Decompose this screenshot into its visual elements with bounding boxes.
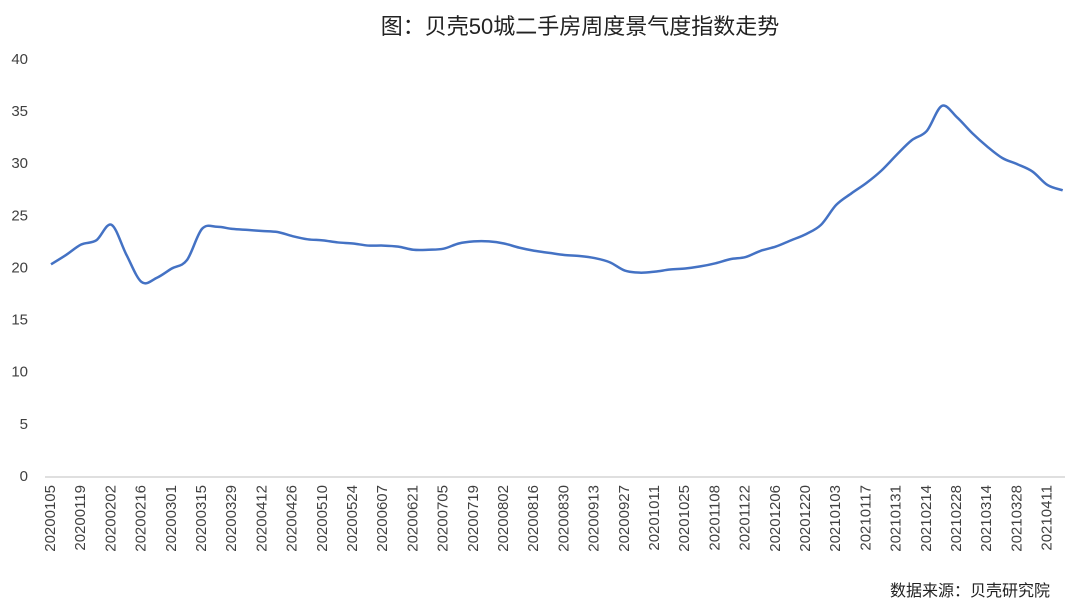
x-tick-label: 20200927	[616, 485, 633, 552]
x-tick-label: 20201220	[797, 485, 814, 552]
x-tick-label: 20210117	[857, 485, 874, 551]
x-tick-label: 20200315	[193, 485, 210, 552]
x-tick-label: 20200202	[102, 485, 119, 552]
x-tick-label: 20200426	[284, 485, 301, 552]
x-tick-label: 20201025	[676, 485, 693, 552]
x-tick-label: 20200524	[344, 485, 361, 552]
y-tick-label: 20	[11, 259, 28, 276]
x-tick-label: 20210214	[918, 485, 935, 552]
x-tick-label: 20210411	[1039, 485, 1056, 551]
x-tick-label: 20201011	[646, 485, 663, 551]
chart-title: 图：贝壳50城二手房周度景气度指数走势	[381, 14, 779, 39]
x-tick-label: 20201122	[737, 485, 754, 551]
y-tick-label: 15	[11, 312, 28, 329]
x-tick-label: 20201206	[767, 485, 784, 552]
data-line	[50, 104, 1064, 285]
x-tick-label: 20200816	[525, 485, 542, 552]
x-tick-label: 20200510	[314, 485, 331, 552]
x-tick-label: 20200216	[133, 485, 150, 552]
source-note: 数据来源：贝壳研究院	[890, 582, 1050, 600]
y-tick-label: 35	[11, 103, 28, 120]
x-tick-label: 20210328	[1008, 485, 1025, 552]
x-tick-label: 20200412	[253, 485, 270, 552]
y-tick-label: 5	[20, 416, 28, 433]
x-tick-label: 20200719	[465, 485, 482, 552]
x-tick-label: 20200329	[223, 485, 240, 552]
x-tick-label: 20200705	[435, 485, 452, 552]
x-tick-label: 20200607	[374, 485, 391, 552]
x-tick-label: 20210228	[948, 485, 965, 552]
x-tick-label: 20200621	[404, 485, 421, 552]
y-tick-label: 10	[11, 364, 28, 381]
x-tick-label: 20210103	[827, 485, 844, 552]
y-tick-label: 25	[11, 207, 28, 224]
y-tick-label: 40	[11, 51, 28, 68]
y-tick-label: 0	[20, 468, 28, 485]
x-tick-label: 20201108	[706, 485, 723, 551]
x-tick-label: 20200301	[163, 485, 180, 552]
x-tick-label: 20210131	[888, 485, 905, 552]
y-tick-label: 30	[11, 155, 28, 172]
x-tick-label: 20200830	[555, 485, 572, 552]
x-tick-label: 20200802	[495, 485, 512, 552]
x-tick-label: 20200119	[72, 485, 89, 551]
x-tick-label: 20200913	[586, 485, 603, 552]
x-tick-label: 20200105	[42, 485, 59, 552]
x-tick-label: 20210314	[978, 485, 995, 552]
